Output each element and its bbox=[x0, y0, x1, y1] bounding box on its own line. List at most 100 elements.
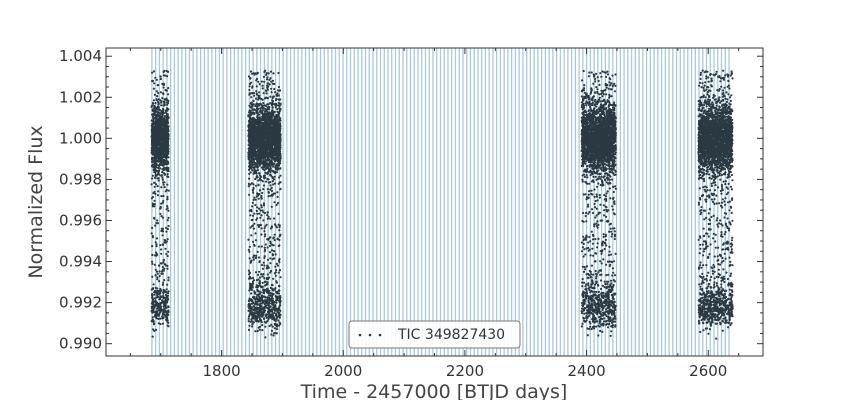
data-point bbox=[164, 302, 167, 305]
data-point bbox=[585, 283, 588, 286]
data-point bbox=[256, 123, 259, 126]
data-point bbox=[249, 77, 252, 80]
data-point bbox=[250, 219, 253, 222]
data-point bbox=[254, 198, 257, 201]
data-point bbox=[255, 150, 258, 153]
data-point bbox=[156, 311, 159, 314]
data-point bbox=[273, 272, 276, 275]
data-point bbox=[266, 290, 269, 293]
data-point bbox=[256, 250, 259, 253]
data-point bbox=[275, 116, 278, 119]
data-point bbox=[256, 105, 259, 108]
data-point bbox=[270, 160, 274, 164]
data-point bbox=[266, 306, 269, 310]
data-point bbox=[165, 252, 168, 256]
data-point bbox=[248, 193, 251, 196]
data-point bbox=[150, 104, 154, 107]
data-point bbox=[152, 148, 155, 151]
data-point bbox=[262, 273, 265, 276]
data-point bbox=[255, 172, 258, 175]
data-point bbox=[258, 309, 261, 312]
data-point bbox=[161, 216, 165, 219]
data-point bbox=[154, 274, 157, 277]
data-point bbox=[153, 190, 156, 193]
data-point bbox=[153, 93, 156, 96]
data-point bbox=[155, 99, 158, 102]
data-point bbox=[269, 217, 272, 220]
data-point bbox=[151, 262, 154, 265]
data-point bbox=[258, 83, 261, 86]
data-point bbox=[164, 264, 167, 267]
data-point bbox=[248, 130, 251, 133]
data-point bbox=[158, 274, 161, 278]
data-point bbox=[155, 252, 158, 255]
data-point bbox=[271, 296, 274, 299]
data-point bbox=[256, 273, 260, 276]
data-point bbox=[263, 277, 266, 280]
data-point bbox=[152, 287, 155, 290]
data-point bbox=[162, 290, 165, 293]
data-point bbox=[264, 301, 267, 305]
data-point bbox=[160, 289, 163, 292]
data-point bbox=[153, 217, 156, 220]
data-point bbox=[264, 117, 267, 120]
data-point bbox=[160, 262, 163, 265]
data-point bbox=[248, 250, 251, 253]
data-point bbox=[153, 82, 156, 85]
data-point bbox=[251, 284, 254, 288]
data-point bbox=[153, 291, 156, 294]
data-point bbox=[157, 103, 160, 106]
data-point bbox=[156, 185, 159, 188]
data-point bbox=[152, 152, 155, 155]
data-point bbox=[605, 86, 608, 89]
data-point bbox=[274, 305, 277, 308]
data-point bbox=[272, 114, 275, 117]
data-point bbox=[158, 270, 161, 273]
data-point bbox=[162, 296, 166, 299]
data-point bbox=[164, 297, 167, 300]
data-point bbox=[261, 324, 264, 327]
data-point bbox=[271, 253, 274, 256]
data-point bbox=[261, 87, 264, 90]
data-point bbox=[151, 113, 154, 116]
data-point bbox=[256, 176, 259, 179]
data-point bbox=[588, 235, 591, 239]
data-point bbox=[154, 241, 157, 244]
data-point bbox=[261, 209, 264, 212]
data-point bbox=[249, 167, 252, 170]
data-point bbox=[167, 70, 170, 73]
data-point bbox=[261, 267, 265, 270]
data-point bbox=[611, 74, 614, 77]
data-point bbox=[251, 85, 254, 88]
data-point bbox=[266, 313, 269, 316]
data-point bbox=[260, 80, 263, 83]
data-point bbox=[162, 292, 165, 295]
data-point bbox=[153, 329, 156, 332]
data-point bbox=[162, 312, 165, 315]
data-point bbox=[162, 134, 165, 137]
data-point bbox=[278, 305, 281, 308]
data-point bbox=[256, 112, 259, 115]
data-point bbox=[151, 163, 154, 166]
data-point bbox=[277, 212, 280, 215]
data-point bbox=[259, 124, 262, 127]
data-point bbox=[277, 126, 280, 129]
data-point bbox=[167, 189, 170, 192]
data-point bbox=[158, 108, 161, 111]
data-point bbox=[165, 89, 168, 92]
data-point bbox=[155, 183, 158, 186]
data-point bbox=[266, 277, 270, 280]
data-point bbox=[167, 290, 170, 293]
data-point bbox=[158, 164, 161, 168]
data-point bbox=[273, 288, 276, 291]
data-point bbox=[266, 76, 269, 79]
data-point bbox=[153, 148, 156, 151]
data-point bbox=[605, 75, 608, 78]
data-point bbox=[157, 119, 160, 123]
data-point bbox=[159, 112, 162, 115]
data-point bbox=[265, 140, 268, 143]
data-point bbox=[252, 161, 255, 164]
data-point bbox=[269, 77, 272, 80]
data-point bbox=[251, 128, 254, 131]
data-point bbox=[163, 279, 166, 282]
